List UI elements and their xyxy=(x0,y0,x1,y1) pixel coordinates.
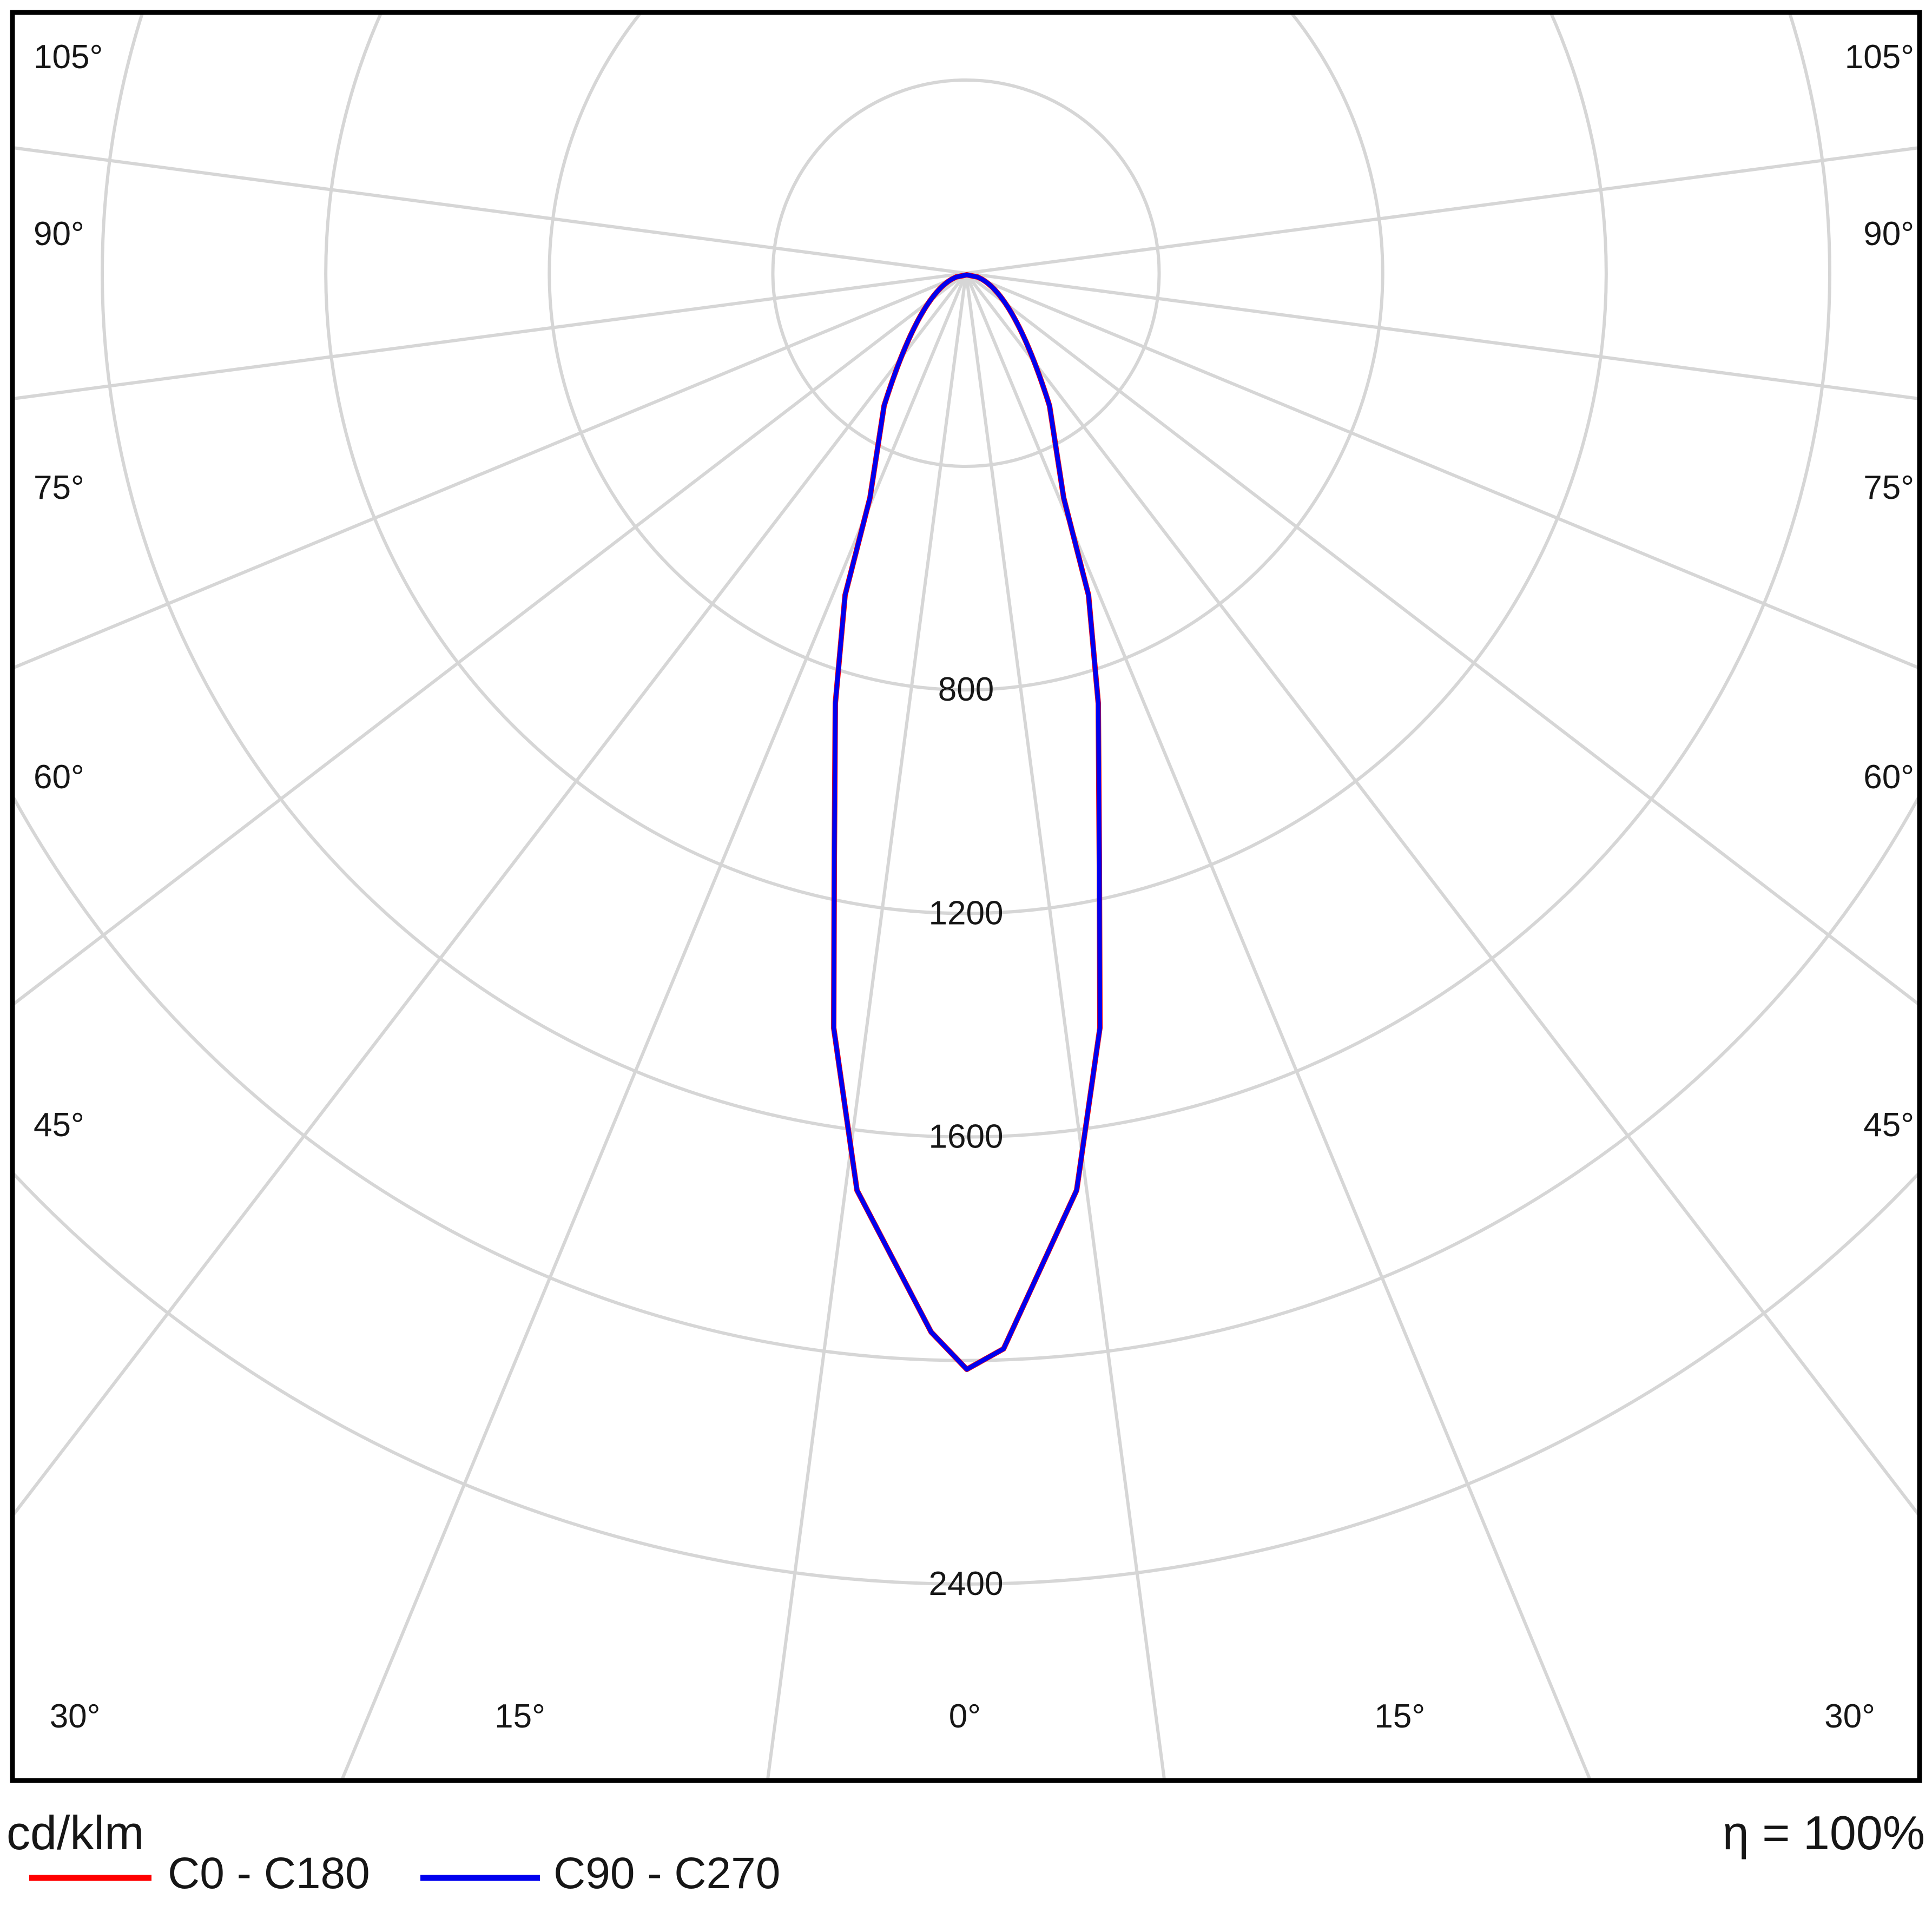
svg-text:90°: 90° xyxy=(34,215,84,253)
svg-text:105°: 105° xyxy=(1845,38,1914,76)
svg-text:45°: 45° xyxy=(34,1106,84,1144)
svg-text:105°: 105° xyxy=(34,38,103,76)
svg-text:cd/klm: cd/klm xyxy=(6,1806,144,1860)
svg-text:15°: 15° xyxy=(1374,1698,1425,1735)
svg-text:30°: 30° xyxy=(1824,1698,1875,1735)
svg-text:30°: 30° xyxy=(50,1698,101,1735)
svg-text:1600: 1600 xyxy=(929,1118,1004,1156)
svg-text:90°: 90° xyxy=(1863,215,1914,253)
svg-text:η = 100%: η = 100% xyxy=(1723,1806,1925,1860)
svg-text:75°: 75° xyxy=(34,469,84,506)
svg-text:60°: 60° xyxy=(1863,759,1914,796)
svg-text:2400: 2400 xyxy=(929,1565,1004,1603)
svg-text:15°: 15° xyxy=(494,1698,545,1735)
svg-text:75°: 75° xyxy=(1863,469,1914,506)
svg-text:0°: 0° xyxy=(949,1698,981,1735)
svg-text:C90 - C270: C90 - C270 xyxy=(553,1849,780,1898)
svg-text:60°: 60° xyxy=(34,759,84,796)
svg-text:800: 800 xyxy=(938,671,994,708)
svg-text:45°: 45° xyxy=(1863,1106,1914,1144)
svg-text:C0 - C180: C0 - C180 xyxy=(168,1849,370,1898)
svg-text:1200: 1200 xyxy=(929,894,1004,932)
